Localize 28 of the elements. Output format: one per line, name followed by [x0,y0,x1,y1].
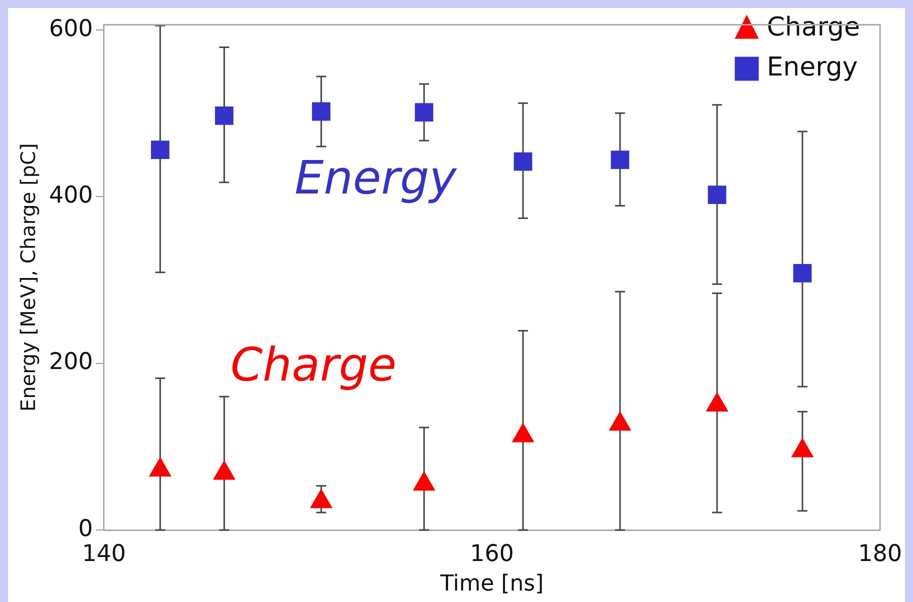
y-tick-label: 400 [48,182,93,209]
point [791,438,814,458]
point [512,422,534,442]
annotation: Energy [294,150,458,204]
x-tick-label: 180 [858,540,902,567]
point [312,102,330,121]
point [148,456,172,476]
y-tick-label: 0 [78,516,93,542]
y-tick-label: 200 [48,349,93,376]
point [608,411,632,431]
legend-label: Energy [766,52,858,83]
point [706,392,728,412]
x-tick-label: 140 [82,540,126,567]
x-tick-label: 160 [470,540,514,567]
point [514,152,532,171]
point [610,150,630,170]
point [414,103,434,122]
point [310,488,332,508]
y-tick-label: 600 [48,16,93,42]
annotation: Charge [230,337,396,392]
y-axis-title: Energy [MeV], Charge [pC] [16,143,40,412]
point [215,106,234,125]
point [212,460,236,480]
point [793,264,812,282]
x-axis-title: Time [ns] [439,572,544,597]
point [150,140,170,160]
point [708,186,726,204]
point [412,471,436,491]
